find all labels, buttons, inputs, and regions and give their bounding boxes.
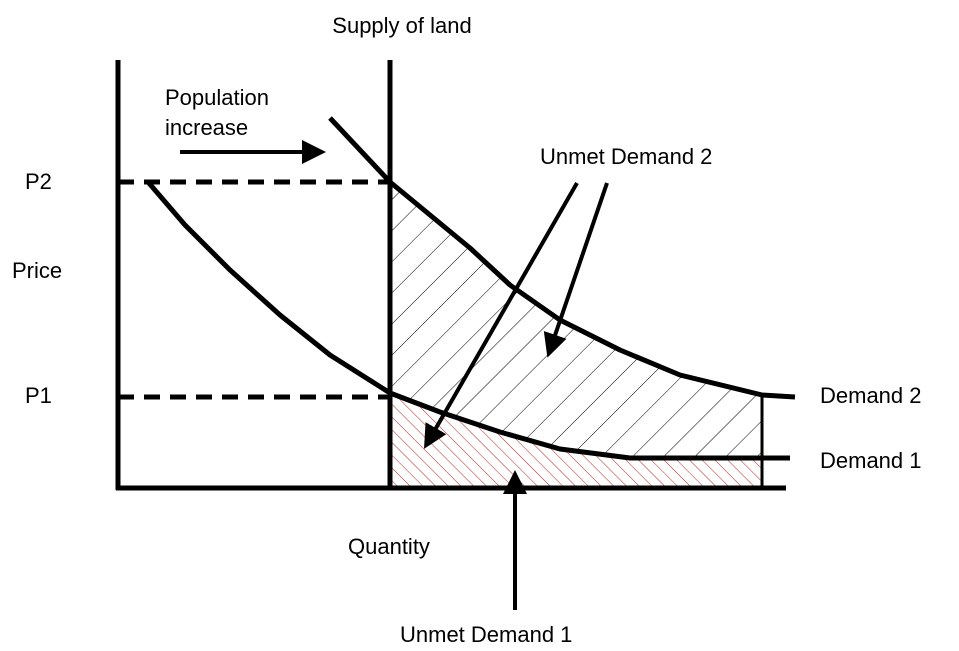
x-axis-label: Quantity [348,534,430,559]
annotation: Unmet Demand 1 [400,622,572,647]
unmet-demand-2-arrow [543,182,609,358]
annotation: increase [165,115,248,140]
title: Supply of land [332,13,471,38]
unmet-demand-2-area [390,182,762,460]
y-axis-label: Price [12,258,62,283]
curve-label: Demand 1 [820,448,922,473]
curve-label: Demand 2 [820,383,922,408]
annotation: Population [165,85,269,110]
demand-1-curve [146,180,790,461]
price-level-label: P2 [25,169,52,194]
demand-2-curve [328,116,796,400]
annotation: Unmet Demand 2 [540,144,712,169]
unmet-demand-2-arrow [424,182,579,449]
unmet-demand-1-area [390,393,762,488]
price-level-label: P1 [25,383,52,408]
